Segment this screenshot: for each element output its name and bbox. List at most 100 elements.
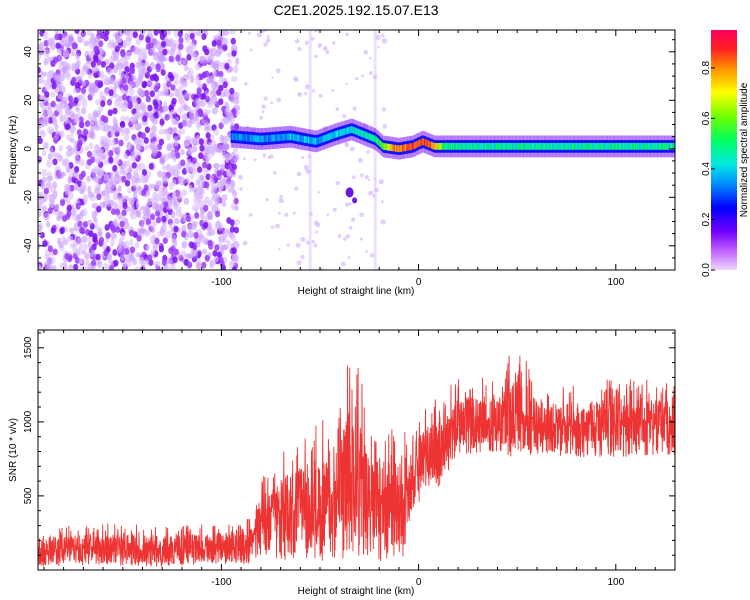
noise-speckle [54, 73, 61, 80]
noise-speckle [88, 37, 95, 44]
noise-speckle [60, 96, 68, 104]
noise-speckle [54, 133, 59, 140]
noise-speckle [171, 97, 177, 105]
noise-speckle [204, 181, 210, 189]
band-core [506, 143, 509, 150]
noise-speckle [103, 88, 110, 97]
noise-speckle [175, 54, 181, 62]
noise-speckle [76, 213, 84, 221]
noise-speckle [78, 94, 82, 101]
snr-series-line [38, 355, 675, 567]
noise-speckle [152, 150, 158, 157]
noise-speckle [44, 91, 50, 98]
noise-speckle [72, 171, 79, 179]
band-core [441, 143, 444, 150]
noise-speckle [102, 263, 109, 270]
noise-speckle [89, 156, 96, 164]
colorbar-tick-label: 0.6 [701, 111, 712, 125]
band-core [243, 134, 245, 141]
noise-speckle [208, 142, 213, 148]
noise-speckle [52, 248, 58, 256]
noise-speckle [80, 69, 85, 77]
noise-speckle [158, 138, 165, 146]
band-core [575, 143, 578, 150]
faint-speckle [382, 124, 388, 129]
band-core [625, 143, 628, 150]
faint-speckle [365, 250, 368, 253]
noise-speckle [224, 162, 230, 170]
noise-speckle [161, 105, 169, 113]
band-core [295, 134, 298, 142]
faint-speckle [340, 261, 346, 267]
band-core [374, 135, 376, 143]
noise-speckle [78, 258, 85, 265]
noise-speckle [88, 51, 94, 59]
noise-speckle [207, 240, 213, 247]
band-core [314, 138, 317, 145]
noise-speckle [187, 224, 194, 233]
band-core [491, 143, 494, 150]
noise-speckle [233, 91, 240, 100]
noise-speckle [124, 66, 130, 73]
noise-speckle [199, 100, 206, 107]
faint-speckle [309, 212, 313, 216]
band-core [244, 134, 247, 142]
noise-speckle [213, 256, 219, 263]
noise-speckle [98, 40, 104, 48]
noise-speckle [202, 138, 208, 145]
noise-speckle [186, 158, 192, 167]
noise-speckle [229, 87, 235, 95]
band-core [549, 143, 552, 150]
band-core [317, 137, 320, 145]
noise-speckle [90, 121, 95, 128]
noise-speckle [72, 145, 78, 152]
noise-speckle [47, 37, 53, 47]
noise-speckle [229, 226, 236, 233]
noise-speckle [216, 170, 222, 177]
band-core [672, 143, 675, 150]
band-core [513, 143, 516, 150]
band-core [534, 143, 537, 150]
noise-speckle [145, 95, 151, 103]
noise-speckle [176, 188, 182, 198]
band-core [493, 143, 495, 150]
noise-speckle [126, 188, 132, 194]
noise-speckle [183, 197, 190, 205]
noise-speckle [136, 235, 142, 242]
band-core [570, 143, 573, 150]
band-core [457, 143, 459, 150]
noise-speckle [180, 77, 186, 83]
band-core [370, 133, 372, 141]
faint-speckle [381, 38, 388, 44]
noise-speckle [103, 173, 110, 181]
noise-speckle [221, 201, 227, 207]
band-core [240, 133, 243, 141]
noise-speckle [213, 163, 220, 169]
noise-speckle [170, 43, 177, 52]
band-core [233, 133, 236, 141]
band-core [267, 135, 270, 142]
band-core [476, 143, 479, 150]
faint-speckle [271, 76, 274, 79]
noise-speckle [114, 156, 120, 165]
noise-speckle [67, 255, 73, 263]
noise-speckle [213, 128, 220, 136]
noise-speckle [80, 170, 86, 178]
band-core [455, 143, 458, 150]
band-core [383, 143, 386, 150]
noise-speckle [219, 76, 223, 84]
faint-speckle [380, 219, 386, 225]
noise-speckle [213, 63, 220, 71]
noise-speckle [194, 139, 200, 146]
faint-speckle [345, 82, 348, 85]
band-core [637, 143, 640, 150]
noise-speckle [74, 155, 81, 165]
noise-speckle [56, 215, 61, 222]
noise-speckle [80, 87, 87, 94]
band-core [332, 131, 335, 139]
band-core [515, 143, 517, 150]
noise-speckle [124, 38, 132, 47]
band-core [276, 134, 278, 142]
band-core [394, 144, 397, 152]
noise-speckle [69, 184, 75, 192]
